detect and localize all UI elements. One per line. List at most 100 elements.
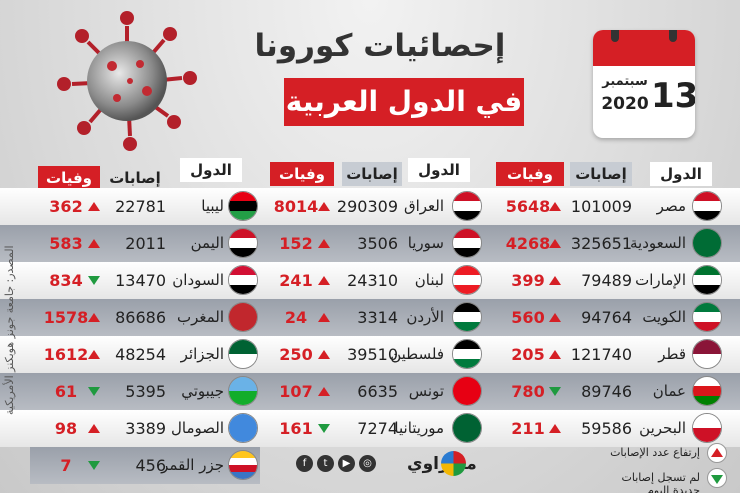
left-country-name: اليمن — [190, 234, 224, 252]
middle-country-name: سوريا — [407, 234, 444, 252]
facebook-icon[interactable]: f — [296, 455, 313, 472]
left-deaths-value: 98 — [54, 419, 78, 438]
header-country-left: الدول — [180, 158, 242, 182]
trend-up-icon — [318, 313, 330, 322]
trend-up-icon — [549, 276, 561, 285]
right-deaths-value: 560 — [511, 308, 545, 327]
right-country-name: الكويت — [642, 308, 686, 326]
left-flag-icon — [228, 302, 258, 332]
left-deaths-value: 7 — [60, 456, 72, 475]
right-flag-icon — [692, 265, 722, 295]
middle-country-name: تونس — [408, 382, 444, 400]
header-deaths-middle: وفيات — [270, 162, 334, 186]
right-deaths-value: 211 — [511, 419, 545, 438]
row-background — [0, 336, 740, 373]
left-cases-value: 2011 — [125, 234, 166, 253]
youtube-icon[interactable]: ▶ — [338, 455, 355, 472]
right-flag-icon — [692, 413, 722, 443]
trend-up-icon — [88, 202, 100, 211]
calendar-day: 13 — [651, 76, 695, 116]
trend-down-icon — [88, 276, 100, 285]
trend-down-icon — [318, 424, 330, 433]
left-country-name: جيبوتي — [181, 382, 224, 400]
right-country-name: عمان — [652, 382, 686, 400]
trend-up-icon — [549, 239, 561, 248]
right-country-name: الإمارات — [635, 271, 686, 289]
header-country-right: الدول — [650, 162, 712, 186]
left-deaths-value: 834 — [49, 271, 83, 290]
left-country-name: ليبيا — [201, 197, 224, 215]
instagram-icon[interactable]: ◎ — [359, 455, 376, 472]
trend-up-icon — [318, 202, 330, 211]
right-flag-icon — [692, 191, 722, 221]
middle-flag-icon — [452, 302, 482, 332]
right-country-name: البحرين — [639, 419, 686, 437]
right-deaths-value: 399 — [511, 271, 545, 290]
middle-cases-value: 3314 — [357, 308, 398, 327]
trend-up-icon — [549, 313, 561, 322]
middle-country-name: موريتانيا — [394, 419, 444, 437]
middle-flag-icon — [452, 191, 482, 221]
middle-flag-icon — [452, 413, 482, 443]
row-background — [0, 299, 740, 336]
row-background — [30, 447, 260, 484]
left-country-name: الجزائر — [180, 345, 224, 363]
title-line-2: في الدول العربية — [284, 78, 524, 126]
trend-up-icon — [88, 313, 100, 322]
left-deaths-value: 1578 — [43, 308, 89, 327]
right-country-name: قطر — [658, 345, 686, 363]
left-deaths-value: 362 — [49, 197, 83, 216]
left-cases-value: 3389 — [125, 419, 166, 438]
right-cases-value: 101009 — [570, 197, 632, 216]
brand-logo-icon — [441, 451, 466, 476]
calendar-header — [593, 30, 695, 66]
right-country-name: السعودية — [629, 234, 686, 252]
left-deaths-value: 61 — [54, 382, 78, 401]
left-cases-value: 5395 — [125, 382, 166, 401]
left-country-name: المغرب — [176, 308, 224, 326]
left-flag-icon — [228, 191, 258, 221]
trend-up-icon — [88, 424, 100, 433]
right-cases-value: 121740 — [570, 345, 632, 364]
header-country-middle: الدول — [408, 158, 470, 182]
right-country-name: مصر — [656, 197, 686, 215]
trend-up-icon — [549, 202, 561, 211]
left-flag-icon — [228, 339, 258, 369]
left-flag-icon — [228, 413, 258, 443]
trend-down-icon — [88, 461, 100, 470]
calendar-year: 2020 — [601, 94, 649, 114]
twitter-icon[interactable]: t — [317, 455, 334, 472]
date-calendar: سبتمبر 2020 13 — [593, 30, 695, 138]
left-flag-icon — [228, 376, 258, 406]
trend-down-icon — [549, 387, 561, 396]
left-cases-value: 22781 — [115, 197, 166, 216]
middle-country-name: فلسطين — [390, 345, 444, 363]
calendar-month: سبتمبر — [602, 74, 648, 89]
middle-deaths-value: 8014 — [273, 197, 319, 216]
header-cases-right: إصابات — [570, 162, 632, 186]
middle-cases-value: 6635 — [357, 382, 398, 401]
middle-cases-value: 7274 — [357, 419, 398, 438]
right-cases-value: 89746 — [581, 382, 632, 401]
calendar-ring-icon — [669, 30, 677, 42]
legend-down-icon — [707, 468, 727, 488]
middle-deaths-value: 161 — [279, 419, 313, 438]
middle-cases-value: 290309 — [336, 197, 398, 216]
header-deaths-right: وفيات — [496, 162, 564, 186]
right-cases-value: 94764 — [581, 308, 632, 327]
middle-cases-value: 3506 — [357, 234, 398, 253]
row-background — [0, 373, 740, 410]
source-credit: المصدر: جامعة جونز هوبكنز الأمريكية — [3, 245, 16, 415]
calendar-ring-icon — [611, 30, 619, 42]
row-background — [0, 410, 740, 447]
left-cases-value: 13470 — [115, 271, 166, 290]
header-cases-left: إصابات — [109, 169, 161, 187]
trend-up-icon — [318, 387, 330, 396]
left-cases-value: 86686 — [115, 308, 166, 327]
middle-deaths-value: 152 — [279, 234, 313, 253]
middle-deaths-value: 241 — [279, 271, 313, 290]
trend-up-icon — [318, 276, 330, 285]
trend-down-icon — [88, 387, 100, 396]
trend-up-icon — [318, 350, 330, 359]
row-background — [0, 262, 740, 299]
